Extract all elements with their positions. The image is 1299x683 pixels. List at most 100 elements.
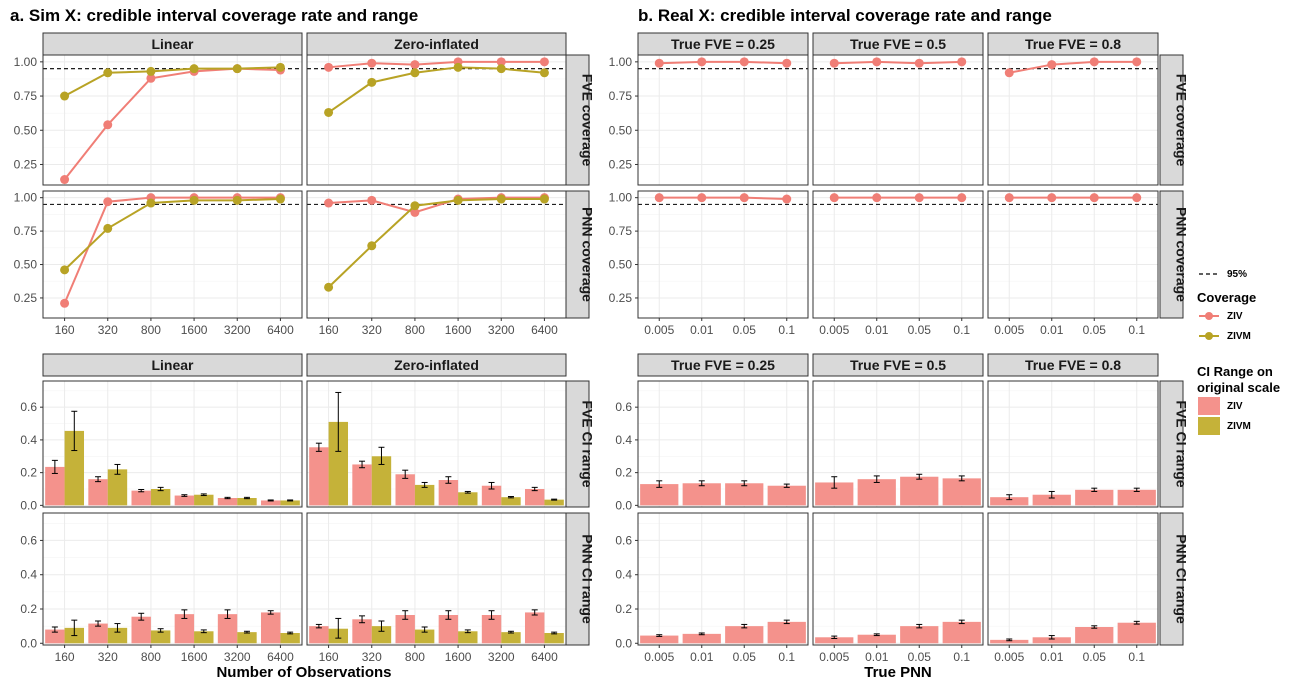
facet-strip-label: Zero-inflated <box>394 36 479 52</box>
legend-coverage-zivm: ZIVM <box>1197 326 1299 346</box>
legend-ziv-line-key <box>1199 312 1219 320</box>
x-tick-label: 1600 <box>445 650 472 664</box>
range-bar-ziv <box>640 484 679 506</box>
panel-border <box>987 512 1159 646</box>
range-bar-zivm <box>501 632 521 644</box>
x-tick-label: 160 <box>55 650 75 664</box>
row-strip <box>1159 190 1184 319</box>
panel-border <box>637 512 809 646</box>
range-bar-zivm <box>237 498 257 506</box>
range-bar-zivm <box>150 630 171 644</box>
y-tick-label: 1.00 <box>14 55 38 69</box>
x-tick-label: 6400 <box>267 323 294 337</box>
x-tick-label: 6400 <box>531 650 558 664</box>
coverage-line-zivm <box>64 66 281 97</box>
range-bar-zivm <box>371 626 392 644</box>
facet-strip-label: True FVE = 0.8 <box>1025 357 1121 373</box>
y-tick-label: 0.0 <box>615 636 632 650</box>
y-tick-label: 0.2 <box>20 466 37 480</box>
x-tick-label: 0.1 <box>953 323 970 337</box>
coverage-point-ziv <box>697 193 707 203</box>
coverage-point-zivm <box>453 195 463 205</box>
panel-background <box>637 190 809 319</box>
legend-ziv-fill-key <box>1198 397 1220 415</box>
y-tick-label: 1.00 <box>609 191 633 205</box>
facet-strip-label: Linear <box>151 36 194 52</box>
row-strip-label: FVE coverage <box>1174 74 1190 167</box>
coverage-point-zivm <box>275 194 285 204</box>
x-tick-label: 320 <box>98 650 118 664</box>
range-bar-zivm <box>194 631 214 644</box>
coverage-point-ziv <box>872 193 882 203</box>
range-bar-ziv <box>990 639 1029 644</box>
range-bar-ziv <box>990 497 1029 506</box>
range-bar-ziv <box>131 616 151 644</box>
x-tick-label: 1600 <box>181 323 208 337</box>
x-tick-label: 0.1 <box>778 323 795 337</box>
row-strip <box>1159 512 1184 646</box>
panel-background <box>306 512 567 646</box>
coverage-point-zivm <box>60 91 70 101</box>
x-tick-label: 0.05 <box>1083 323 1107 337</box>
x-tick-label: 0.1 <box>953 650 970 664</box>
facet-strip-label: True FVE = 0.25 <box>671 357 775 373</box>
panel-border <box>306 380 567 508</box>
x-tick-label: 0.05 <box>908 650 932 664</box>
facet-strip-label: True FVE = 0.5 <box>850 36 946 52</box>
range-bar-ziv <box>900 476 939 506</box>
facet-strip <box>637 353 809 377</box>
x-axis-title-a: Number of Observations <box>216 664 391 681</box>
range-bar-ziv <box>309 447 329 506</box>
x-tick-label: 800 <box>141 650 161 664</box>
y-tick-label: 0.25 <box>14 291 38 305</box>
range-bar-ziv <box>45 466 65 506</box>
y-tick-label: 0.75 <box>609 224 633 238</box>
x-tick-label: 160 <box>55 323 75 337</box>
range-bar-zivm <box>501 497 521 506</box>
range-bar-ziv <box>481 615 502 644</box>
y-tick-label: 0.50 <box>609 123 633 137</box>
panel-background <box>42 54 303 186</box>
y-tick-label: 0.2 <box>615 466 632 480</box>
coverage-point-zivm <box>367 77 377 87</box>
panel-border <box>42 512 303 646</box>
row-strip-label: PNN CI range <box>580 534 596 624</box>
legend-ref-row: 95% <box>1197 264 1299 284</box>
range-bar-zivm <box>237 632 257 644</box>
range-bar-ziv <box>260 612 281 644</box>
range-bar-ziv <box>815 637 854 644</box>
range-bar-ziv <box>857 634 896 644</box>
panel-background <box>42 512 303 646</box>
coverage-point-zivm <box>410 201 420 211</box>
coverage-point-ziv <box>103 197 113 207</box>
range-bar-ziv <box>88 623 108 644</box>
range-bar-ziv <box>481 485 502 506</box>
coverage-point-ziv <box>654 193 664 203</box>
coverage-line-zivm <box>63 198 281 271</box>
row-strip-label: PNN coverage <box>1174 207 1190 302</box>
y-tick-label: 0.2 <box>615 602 632 616</box>
y-tick-label: 0.50 <box>14 123 38 137</box>
legend-dashed-line-key <box>1199 273 1219 275</box>
coverage-point-ziv <box>1132 57 1142 67</box>
legend-zivm-label: ZIVM <box>1227 330 1251 342</box>
x-tick-label: 0.1 <box>778 650 795 664</box>
x-tick-label: 3200 <box>224 323 251 337</box>
coverage-point-ziv <box>1047 60 1057 70</box>
panel-border <box>812 380 984 508</box>
panel-border <box>987 190 1159 319</box>
coverage-point-zivm <box>539 68 549 78</box>
row-strip-label: PNN CI range <box>1174 534 1190 624</box>
x-tick-label: 0.05 <box>733 650 757 664</box>
legend-range-ziv-label: ZIV <box>1227 400 1243 412</box>
coverage-line-ziv <box>328 196 545 214</box>
coverage-point-zivm <box>367 241 377 251</box>
x-tick-label: 320 <box>98 323 118 337</box>
panel-background <box>306 190 567 319</box>
range-bar-ziv <box>1032 637 1071 644</box>
panel-border <box>306 190 567 319</box>
coverage-point-zivm <box>146 198 156 208</box>
y-tick-label: 1.00 <box>609 55 633 69</box>
coverage-point-zivm <box>189 64 199 74</box>
